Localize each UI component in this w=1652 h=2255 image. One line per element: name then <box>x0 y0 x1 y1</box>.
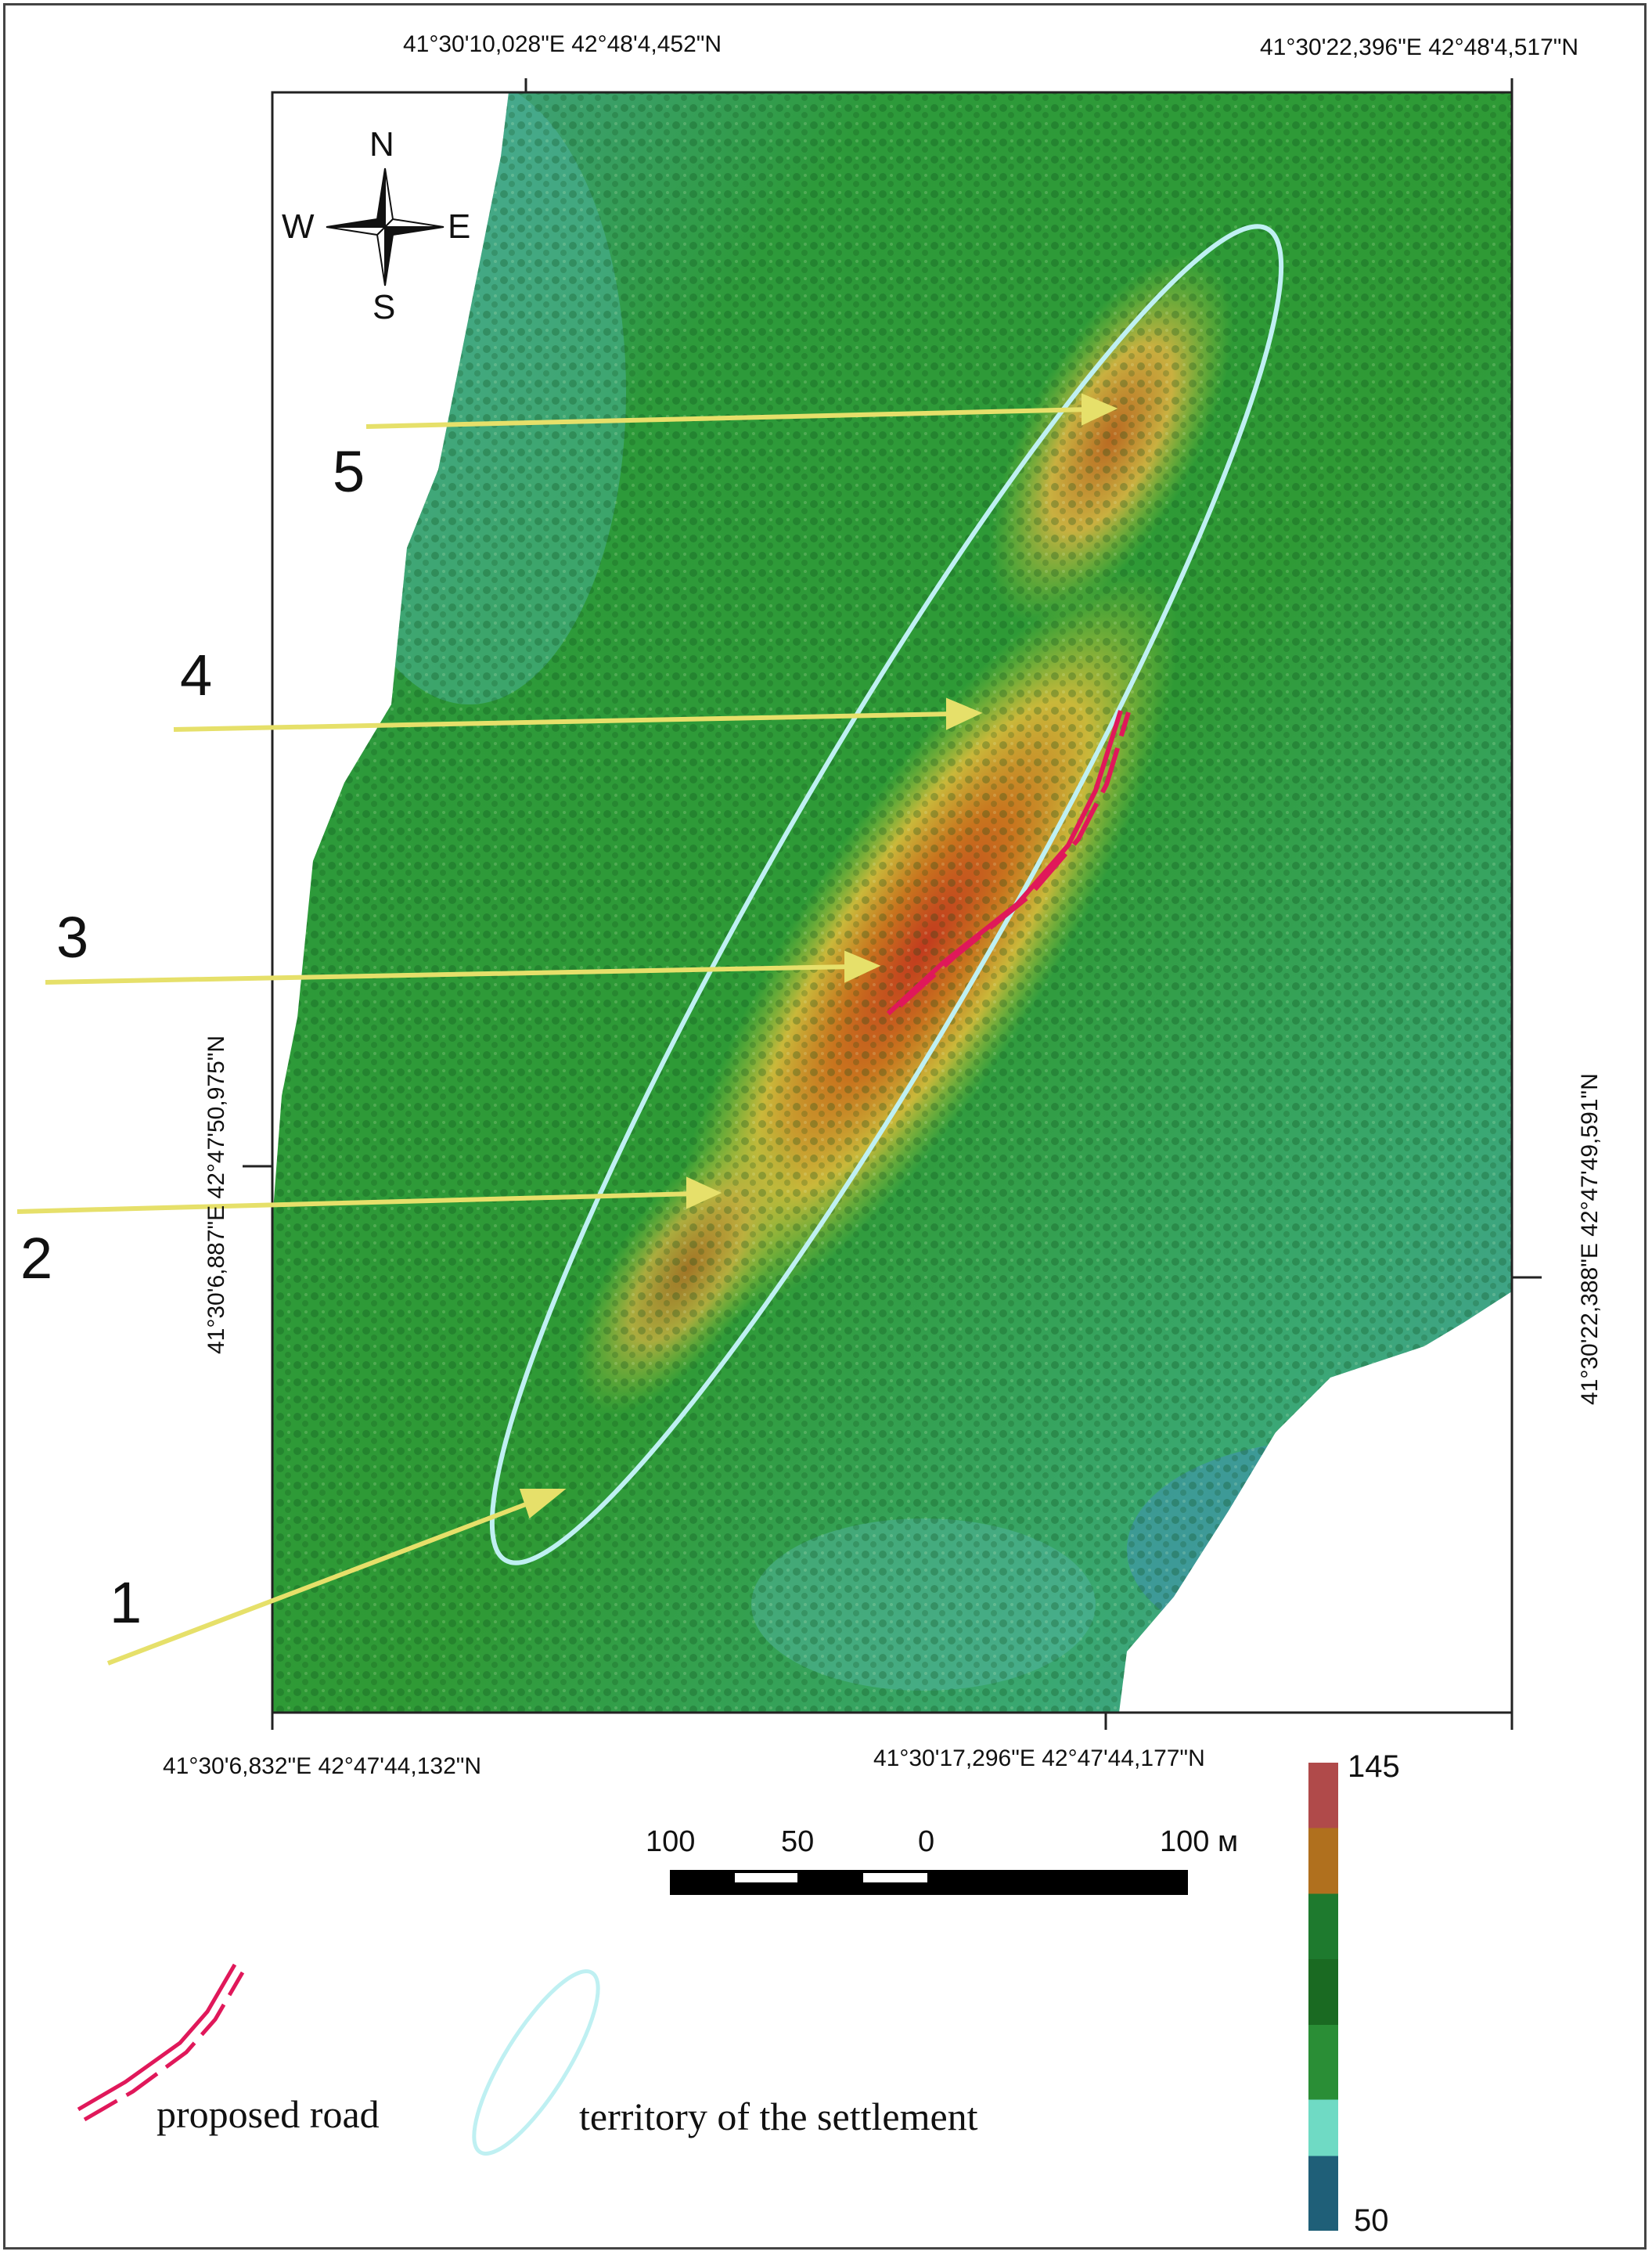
legend-road-symbol <box>77 1963 245 2122</box>
elevation-ramp <box>1308 1763 1338 2231</box>
coord-bottom-right: 41°30'17,296"E 42°47'44,177"N <box>873 1745 1205 1771</box>
proposed-road <box>886 710 1131 1016</box>
compass-west-label: W <box>282 207 315 246</box>
map-neatline <box>243 78 1542 1730</box>
scale-label-0: 0 <box>918 1825 935 1858</box>
marker-2-label: 2 <box>20 1226 53 1291</box>
marker-arrows <box>16 393 1118 1666</box>
legend-territory-label: territory of the settlement <box>579 2095 978 2138</box>
ramp-min-label: 50 <box>1354 2203 1389 2238</box>
scale-bar <box>670 1870 1188 1895</box>
marker-3-label: 3 <box>56 905 89 970</box>
coord-right: 41°30'22,388"E 42°47'49,591"N <box>1577 1073 1603 1405</box>
legend-road-label: proposed road <box>157 2092 380 2136</box>
settlement-territory-outline <box>489 224 1284 1565</box>
compass-south-label: S <box>373 288 396 326</box>
ramp-max-label: 145 <box>1348 1749 1400 1784</box>
compass-east-label: E <box>448 207 471 246</box>
marker-4-label: 4 <box>180 643 213 708</box>
compass-rose-icon <box>326 168 444 286</box>
legend-territory-symbol <box>472 1969 600 2156</box>
coord-bottom-left: 41°30'6,832"E 42°47'44,132"N <box>163 1753 482 1779</box>
scale-label-100-left: 100 <box>646 1825 696 1858</box>
marker-5-label: 5 <box>333 439 365 504</box>
coord-top-right: 41°30'22,396"E 42°48'4,517"N <box>1260 34 1579 60</box>
terrain-raster <box>272 92 1512 1713</box>
coord-left: 41°30'6,887"E 42°47'50,975"N <box>203 1035 229 1354</box>
figure-frame <box>3 3 1647 2250</box>
marker-1-label: 1 <box>110 1570 142 1635</box>
scale-label-50: 50 <box>781 1825 815 1858</box>
coord-top-left: 41°30'10,028"E 42°48'4,452"N <box>403 31 722 57</box>
scale-label-100-m: 100 м <box>1160 1825 1239 1858</box>
compass-north-label: N <box>369 125 394 164</box>
